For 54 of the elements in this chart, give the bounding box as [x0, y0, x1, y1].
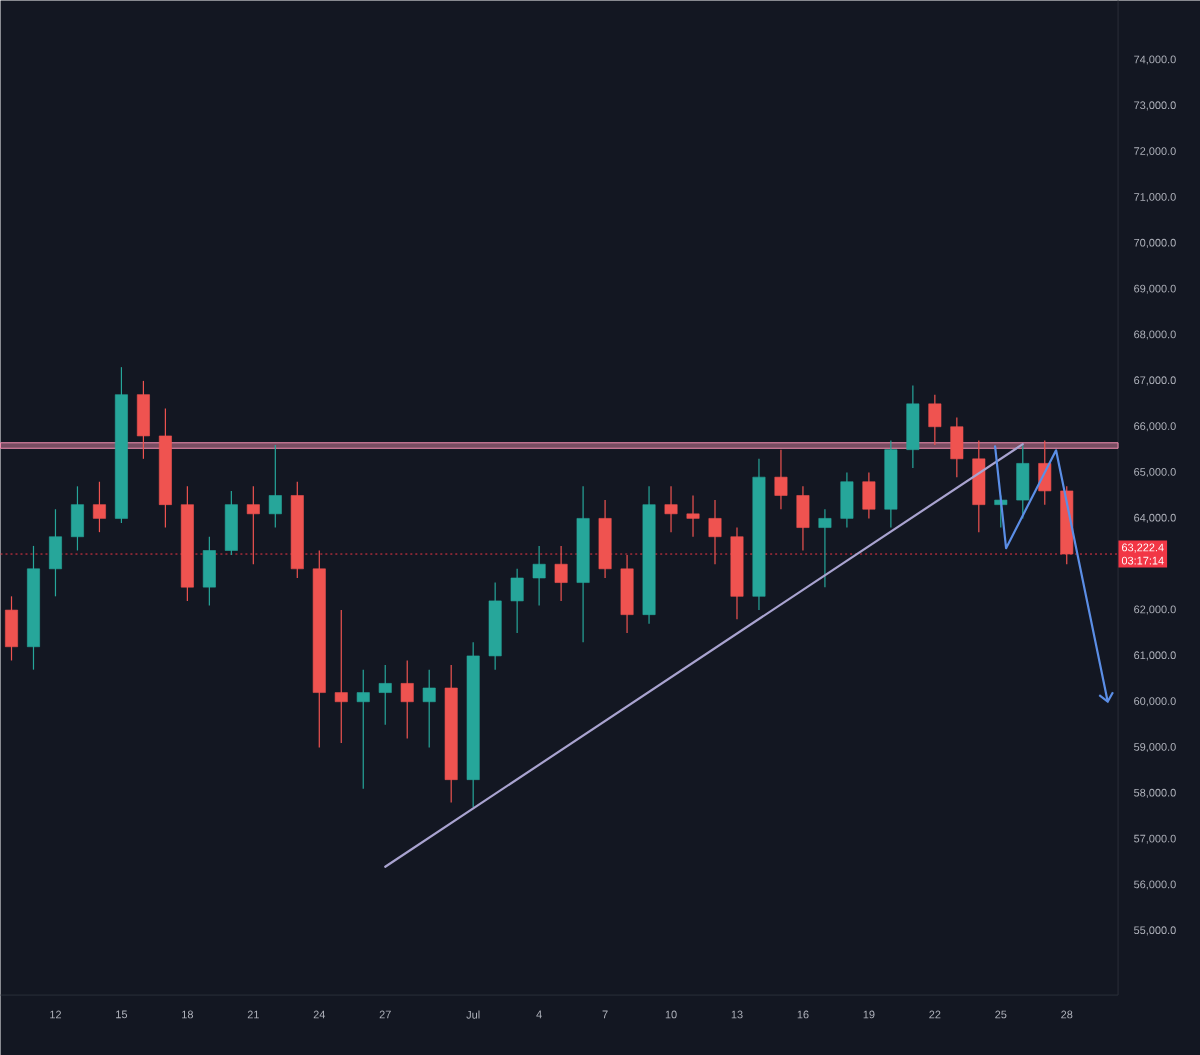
candlestick: [708, 499, 722, 565]
candlestick: [246, 485, 260, 565]
y-tick-label: 74,000.0: [1134, 55, 1176, 65]
y-tick-label: 68,000.0: [1134, 330, 1176, 340]
y-tick-label: 62,000.0: [1134, 605, 1176, 615]
y-tick-label: 57,000.0: [1134, 834, 1176, 844]
candlestick: [686, 494, 700, 538]
text: 03:17:14: [1121, 556, 1164, 565]
y-tick-label: 66,000.0: [1134, 422, 1176, 432]
y-tick-label: 67,000.0: [1134, 376, 1176, 386]
y-tick-label: 73,000.0: [1134, 101, 1176, 111]
x-tick-label: 24: [313, 1010, 326, 1019]
candlestick: [818, 508, 832, 588]
y-tick-label: 72,000.0: [1134, 147, 1176, 157]
candlestick: [334, 609, 348, 744]
x-tick-label: Jul: [466, 1010, 480, 1019]
x-tick-label: 10: [665, 1010, 677, 1019]
y-tick-label: 70,000.0: [1134, 238, 1176, 248]
x-tick-label: 25: [995, 1010, 1007, 1019]
x-tick-label: 19: [863, 1010, 875, 1019]
y-tick-label: 69,000.0: [1134, 284, 1176, 294]
candlestick: [400, 659, 414, 739]
x-tick-label: 18: [182, 1010, 193, 1019]
candlestick: [422, 669, 436, 749]
y-tick-label: 58,000.0: [1134, 788, 1176, 798]
y-tick-label: 59,000.0: [1134, 743, 1176, 753]
y-tick-label: 71,000.0: [1134, 193, 1176, 203]
x-tick-label: 15: [116, 1010, 128, 1019]
x-tick-label: 21: [247, 1010, 259, 1019]
candlestick: [510, 568, 524, 634]
y-tick-label: 64,000.0: [1134, 513, 1176, 523]
ref-line-label: 63,222.4: [1122, 543, 1164, 553]
y-tick-label: 56,000.0: [1134, 880, 1176, 890]
candlestick: [378, 664, 392, 726]
candlestick: [554, 545, 568, 602]
x-tick-label: 22: [929, 1010, 941, 1019]
x-tick-label: 13: [731, 1010, 743, 1019]
x-tick-label: 7: [602, 1010, 608, 1019]
x-tick-label: 16: [797, 1010, 809, 1019]
candlestick: [774, 449, 788, 510]
candlestick: [268, 444, 282, 529]
x-tick-label: 28: [1061, 1010, 1073, 1019]
candlestick: [532, 545, 546, 607]
x-tick-label: 4: [536, 1010, 542, 1019]
y-tick-label: 60,000.0: [1134, 697, 1176, 707]
candlestick: [92, 481, 106, 533]
candlestick: [664, 485, 678, 533]
x-tick-label: 12: [50, 1010, 62, 1019]
y-tick-label: 65,000.0: [1134, 468, 1176, 478]
y-tick-label: 61,000.0: [1134, 651, 1176, 661]
x-tick-label: 27: [379, 1010, 391, 1019]
candlestick: [928, 394, 942, 446]
candlestick: [356, 669, 370, 790]
y-tick-label: 55,000.0: [1134, 926, 1176, 936]
